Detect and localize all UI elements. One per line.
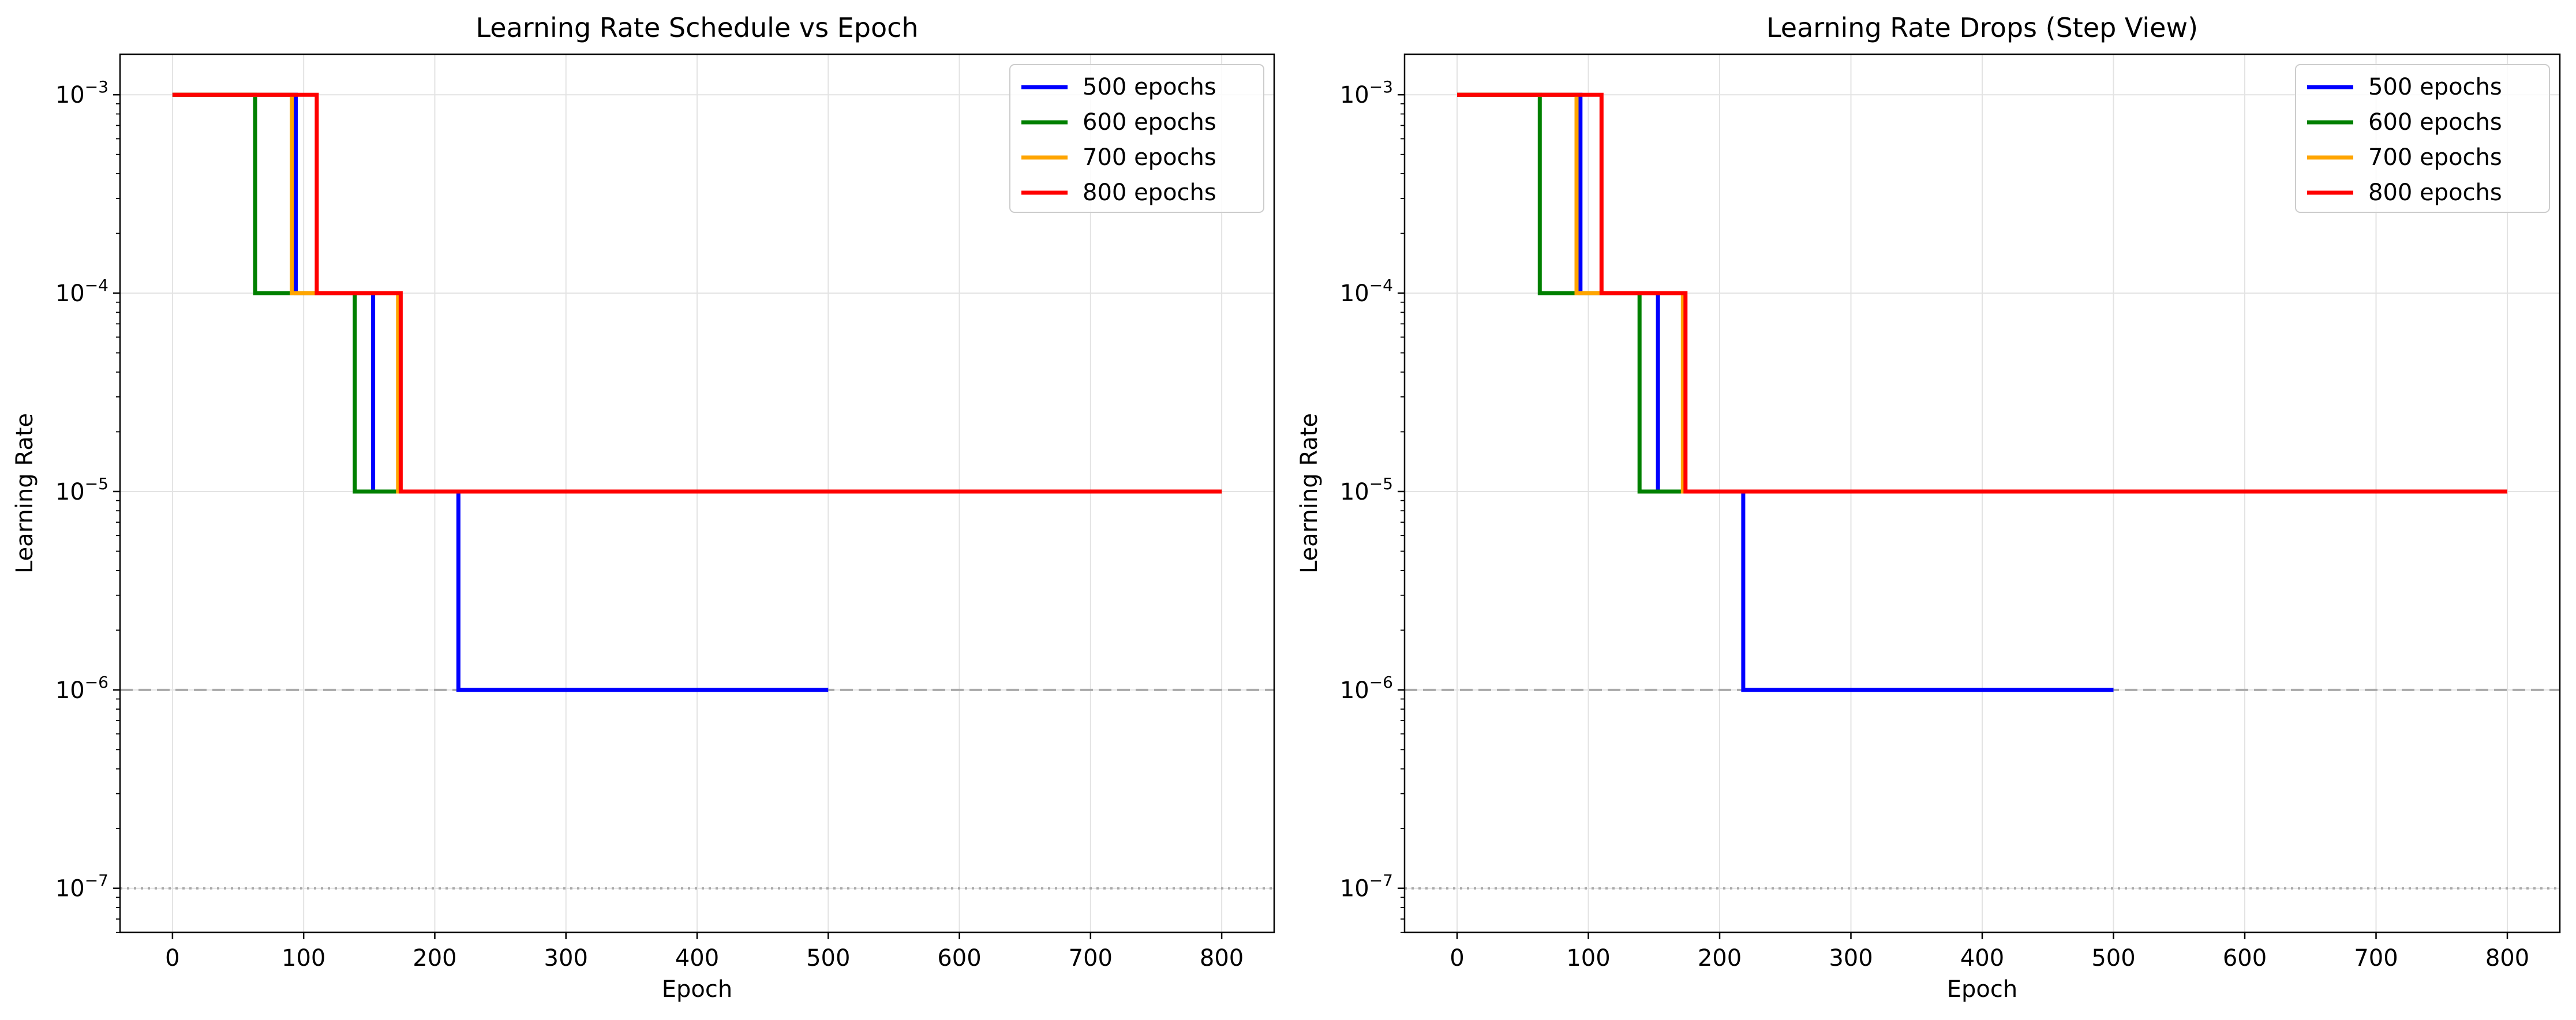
- x-tick-label: 400: [1960, 945, 2004, 972]
- y-tick-exponent: −7: [85, 871, 108, 890]
- y-tick-label: 10−6: [55, 673, 108, 704]
- legend-box: [1009, 64, 1264, 213]
- legend: 500 epochs 600 epochs 700 epochs 800 epochs: [2295, 64, 2550, 213]
- x-tick-label: 800: [1200, 945, 1244, 972]
- legend-entry-700-epochs: 700 epochs: [2368, 144, 2502, 171]
- x-tick-label: 300: [1829, 945, 1873, 972]
- chart-title: Learning Rate Schedule vs Epoch: [475, 12, 918, 43]
- x-tick-label: 0: [165, 945, 179, 972]
- y-axis-label: Learning Rate: [12, 413, 38, 573]
- x-tick-label: 600: [937, 945, 981, 972]
- y-tick-label: 10−5: [55, 474, 108, 505]
- x-tick-label: 600: [2223, 945, 2267, 972]
- x-tick-label: 100: [282, 945, 325, 972]
- x-tick-label: 500: [2091, 945, 2135, 972]
- y-tick-exponent: −4: [85, 276, 108, 295]
- y-tick-base: 10: [1340, 479, 1369, 505]
- y-tick-base: 10: [55, 82, 85, 108]
- legend-entry-500-epochs: 500 epochs: [2368, 74, 2502, 100]
- chart-lr-schedule: 0 100 200 300 400 500 600 700 80010−710−610−510−…: [12, 12, 1275, 1003]
- y-tick-exponent: −3: [1369, 77, 1393, 96]
- y-tick-label: 10−6: [1340, 673, 1393, 704]
- x-tick-label: 0: [1450, 945, 1464, 972]
- y-tick-label: 10−4: [1340, 276, 1393, 307]
- x-axis-label: Epoch: [1947, 976, 2017, 1003]
- series-line-500-epochs: [172, 92, 829, 692]
- y-tick-label: 10−3: [1340, 77, 1393, 108]
- series-line-800-epochs: [1457, 92, 2507, 494]
- series-line-500-epochs: [1457, 92, 2114, 692]
- legend: 500 epochs 600 epochs 700 epochs 800 epochs: [1009, 64, 1264, 213]
- y-tick-label: 10−3: [55, 77, 108, 108]
- x-tick-label: 200: [413, 945, 456, 972]
- series-line-800-epochs: [172, 92, 1222, 494]
- x-tick-label: 700: [2354, 945, 2398, 972]
- legend-entry-600-epochs: 600 epochs: [2368, 109, 2502, 136]
- y-axis-label: Learning Rate: [1296, 413, 1323, 573]
- x-tick-label: 800: [2485, 945, 2529, 972]
- legend-entry-700-epochs: 700 epochs: [1083, 144, 1216, 171]
- y-tick-exponent: −6: [1369, 673, 1393, 692]
- legend-entry-800-epochs: 800 epochs: [1083, 179, 1216, 206]
- chart-title: Learning Rate Drops (Step View): [1766, 12, 2198, 43]
- y-tick-base: 10: [1340, 280, 1369, 307]
- x-tick-label: 100: [1566, 945, 1610, 972]
- y-tick-exponent: −5: [1369, 474, 1393, 493]
- y-tick-label: 10−7: [55, 871, 108, 902]
- x-axis-label: Epoch: [662, 976, 732, 1003]
- y-tick-exponent: −4: [1369, 276, 1393, 295]
- y-tick-base: 10: [55, 280, 85, 307]
- legend-entry-600-epochs: 600 epochs: [1083, 109, 1216, 136]
- y-tick-base: 10: [1340, 677, 1369, 704]
- y-tick-base: 10: [55, 479, 85, 505]
- x-tick-label: 300: [544, 945, 588, 972]
- legend-entry-800-epochs: 800 epochs: [2368, 179, 2502, 206]
- y-tick-base: 10: [1340, 82, 1369, 108]
- y-tick-base: 10: [55, 876, 85, 902]
- x-tick-label: 500: [806, 945, 850, 972]
- y-tick-exponent: −5: [85, 474, 108, 493]
- chart-lr-drops: 0 100 200 300 400 500 600 700 80010−710−610−510−…: [1296, 12, 2561, 1003]
- x-tick-label: 700: [1069, 945, 1113, 972]
- y-tick-label: 10−4: [55, 276, 108, 307]
- y-tick-base: 10: [55, 677, 85, 704]
- x-tick-label: 200: [1698, 945, 1742, 972]
- y-tick-label: 10−5: [1340, 474, 1393, 505]
- y-tick-base: 10: [1340, 876, 1369, 902]
- y-tick-label: 10−7: [1340, 871, 1393, 902]
- legend-box: [2295, 64, 2550, 213]
- y-tick-exponent: −7: [1369, 871, 1393, 890]
- y-tick-exponent: −3: [85, 77, 108, 96]
- x-tick-label: 400: [675, 945, 719, 972]
- y-tick-exponent: −6: [85, 673, 108, 692]
- legend-entry-500-epochs: 500 epochs: [1083, 74, 1216, 100]
